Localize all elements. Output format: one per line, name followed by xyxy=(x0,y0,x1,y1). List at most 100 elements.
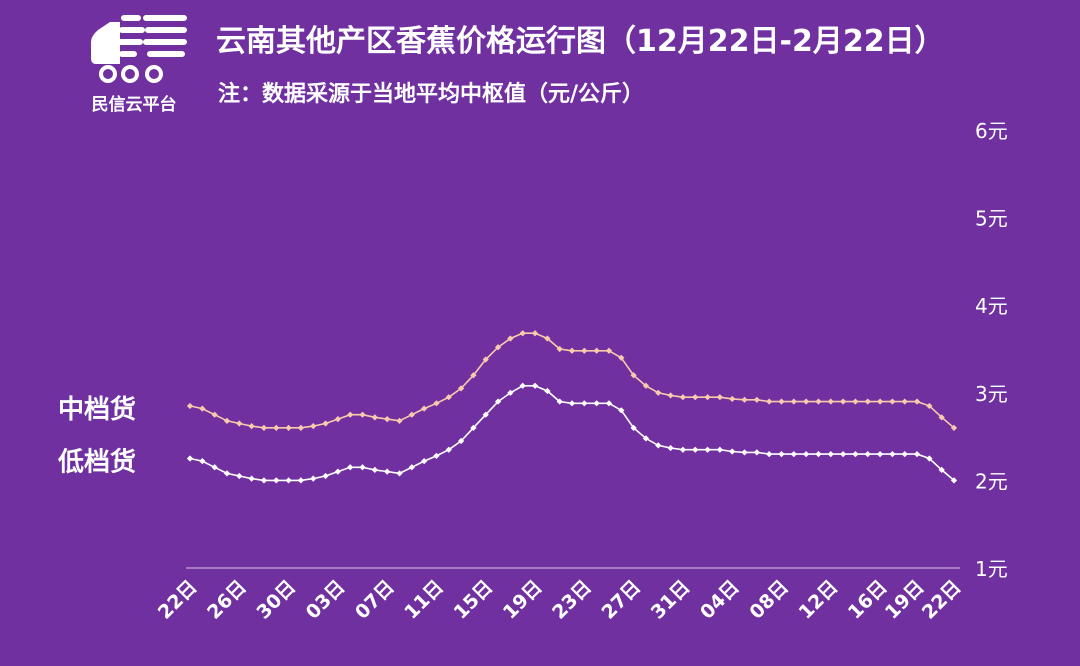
x-tick-label: 22日 xyxy=(154,576,202,624)
data-point xyxy=(950,477,958,484)
data-point xyxy=(642,435,650,442)
data-point xyxy=(507,335,514,342)
data-point xyxy=(347,464,354,471)
data-point xyxy=(482,411,489,418)
data-point xyxy=(211,464,218,471)
data-point xyxy=(704,394,711,401)
x-tick-label: 22日 xyxy=(918,576,966,624)
series-line-low xyxy=(189,384,955,482)
chart-title: 云南其他产区香蕉价格运行图（12月22日-2月22日） xyxy=(216,24,945,59)
x-tick-label: 30日 xyxy=(252,576,300,624)
x-tick-label: 08日 xyxy=(745,576,793,624)
data-point xyxy=(396,470,403,477)
y-tick-label: 3元 xyxy=(975,382,1008,406)
data-point xyxy=(384,415,391,423)
data-point xyxy=(494,344,502,351)
data-point xyxy=(223,470,231,477)
data-point xyxy=(593,400,600,407)
chart-subtitle: 注：数据采源于当地平均中枢值（元/公斤） xyxy=(218,82,645,107)
data-point xyxy=(223,417,231,424)
data-point xyxy=(433,452,440,459)
data-point xyxy=(334,415,341,423)
data-point xyxy=(716,446,723,453)
data-point xyxy=(494,398,502,405)
data-point xyxy=(667,392,674,399)
data-point xyxy=(864,451,871,458)
data-point xyxy=(876,398,884,405)
data-point xyxy=(457,385,465,392)
data-point xyxy=(889,398,896,405)
x-tick-label: 16日 xyxy=(844,576,892,624)
logo-text: 民信云平台 xyxy=(91,95,177,115)
data-point xyxy=(310,422,317,430)
data-point xyxy=(729,395,736,403)
data-point xyxy=(531,382,539,389)
x-tick-label: 15日 xyxy=(450,576,498,624)
data-point xyxy=(852,451,859,458)
data-point xyxy=(186,402,194,410)
data-point xyxy=(655,442,662,449)
data-point xyxy=(593,347,600,354)
data-point xyxy=(876,451,884,458)
data-point xyxy=(667,444,674,452)
data-point xyxy=(692,394,699,401)
data-point xyxy=(371,466,378,473)
data-point xyxy=(766,398,773,405)
data-point xyxy=(507,389,514,396)
y-tick-label: 1元 xyxy=(975,557,1008,581)
y-tick-label: 4元 xyxy=(975,294,1008,318)
brand-logo: 民信云平台 xyxy=(82,12,192,115)
data-point xyxy=(519,382,526,389)
data-point xyxy=(285,424,292,431)
data-point xyxy=(766,451,773,458)
data-point xyxy=(359,411,366,418)
data-point xyxy=(408,464,415,471)
series-line-mid xyxy=(189,332,955,429)
data-point xyxy=(310,475,317,482)
x-tick-label: 04日 xyxy=(696,576,744,624)
data-point xyxy=(199,405,206,412)
data-point xyxy=(803,398,810,405)
data-point xyxy=(741,449,748,456)
data-point xyxy=(359,464,366,471)
data-point xyxy=(815,451,822,458)
data-point xyxy=(913,398,921,405)
series-label: 低档货 xyxy=(57,447,136,478)
data-point xyxy=(470,424,477,431)
x-tick-label: 11日 xyxy=(400,576,448,624)
data-point xyxy=(568,400,576,407)
data-point xyxy=(704,446,711,453)
data-point xyxy=(790,451,797,458)
data-point xyxy=(864,398,871,405)
data-point xyxy=(186,455,194,462)
data-point xyxy=(679,446,687,453)
data-point xyxy=(322,420,329,427)
data-point xyxy=(642,382,650,389)
data-point xyxy=(273,424,280,431)
data-point xyxy=(236,420,243,427)
data-point xyxy=(248,422,255,430)
data-point xyxy=(457,437,465,445)
data-point xyxy=(827,451,834,458)
data-point xyxy=(655,389,662,396)
data-point xyxy=(260,477,268,484)
data-point xyxy=(581,347,588,354)
data-point xyxy=(901,398,908,405)
data-point xyxy=(371,414,378,421)
data-point xyxy=(236,472,243,480)
x-tick-label: 19日 xyxy=(499,576,547,624)
data-point xyxy=(889,451,896,458)
data-point xyxy=(839,398,847,405)
data-point xyxy=(605,400,613,407)
data-point xyxy=(482,356,489,363)
data-point xyxy=(297,477,305,484)
data-point xyxy=(433,400,440,407)
data-point xyxy=(297,424,305,431)
x-tick-label: 12日 xyxy=(795,576,843,624)
data-point xyxy=(753,396,760,403)
x-tick-label: 31日 xyxy=(647,576,695,624)
data-point xyxy=(581,400,588,407)
data-point xyxy=(211,411,218,418)
data-point xyxy=(630,424,637,431)
